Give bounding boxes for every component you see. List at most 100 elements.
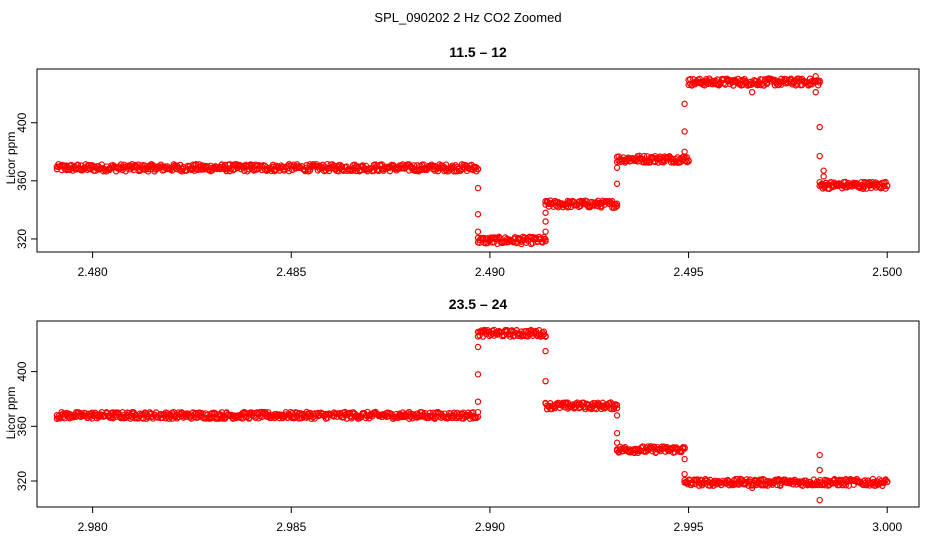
top-panel-data-point (613, 164, 621, 171)
top-panel-data-point (228, 165, 235, 172)
top-panel-data-point (681, 148, 688, 155)
bottom-panel-data-point (884, 478, 891, 485)
bottom-panel-y-axis-label: Licor ppm (4, 387, 18, 440)
top-panel-x-tick-label: 2.480 (78, 265, 108, 279)
top-panel-data-point (351, 164, 358, 172)
bottom-panel-data-points (53, 326, 891, 504)
bottom-panel-data-point (842, 482, 849, 489)
bottom-panel-data-point (613, 401, 621, 409)
bottom-panel-x-tick-label: 2.990 (475, 520, 505, 534)
top-panel-data-point (524, 237, 532, 244)
top-panel-data-point (474, 211, 482, 218)
top-panel-data-point (473, 164, 480, 171)
top-panel-data-point (685, 157, 692, 164)
figure-title: SPL_090202 2 Hz CO2 Zoomed (374, 10, 561, 25)
top-panel-data-point (763, 80, 771, 88)
bottom-panel-y-tick-label: 320 (15, 471, 29, 491)
top-panel-data-point (297, 164, 304, 171)
top-panel-data-point (351, 161, 358, 168)
top-panel-data-point (612, 204, 619, 211)
bottom-panel-x-ticks: 2.980 2.985 2.990 2.995 3.000 (78, 507, 903, 534)
bottom-panel-title: 23.5 – 24 (449, 296, 508, 312)
top-panel-data-point (474, 184, 482, 192)
top-panel-data-point (820, 167, 827, 174)
top-panel-data-point (452, 162, 459, 169)
top-panel-data-point (682, 157, 689, 165)
bottom-panel-data-point (613, 412, 621, 419)
bottom-panel-plot-frame (36, 320, 920, 508)
top-panel-data-point (386, 167, 394, 175)
top-panel-data-point (407, 163, 414, 170)
top-panel-data-point (285, 167, 293, 175)
bottom-panel-data-point (689, 479, 696, 487)
bottom-panel-data-point (474, 343, 482, 351)
top-panel-data-point (613, 180, 621, 187)
bottom-panel-data-point (816, 496, 823, 504)
top-panel-data-points (53, 73, 891, 248)
bottom-panel-y-tick-label: 400 (15, 361, 29, 381)
bottom-panel-data-point (613, 429, 621, 437)
top-panel-data-point (433, 166, 440, 173)
top-panel-data-point (726, 80, 734, 88)
top-panel-x-tick-label: 2.490 (475, 265, 505, 279)
bottom-panel-data-point (542, 347, 549, 355)
bottom-panel-data-point (613, 439, 621, 446)
top-panel-data-point (542, 228, 549, 235)
bottom-panel-data-point (681, 455, 688, 463)
top-panel-data-point (816, 152, 823, 160)
top-panel-y-axis-label: Licor ppm (4, 132, 18, 185)
top-panel-data-point (141, 166, 149, 173)
top-panel-data-point (542, 218, 549, 225)
top-panel-data-point (850, 181, 857, 188)
top-panel-data-point (542, 209, 549, 216)
bottom-panel-data-point (365, 412, 373, 419)
bottom-panel-x-tick-label: 2.985 (276, 520, 306, 534)
bottom-panel-data-point (165, 415, 173, 422)
top-panel-x-tick-label: 2.500 (872, 265, 902, 279)
bottom-panel-data-point (173, 415, 181, 422)
bottom-panel-data-point (542, 333, 549, 340)
top-panel-y-ticks: 320 360 400 (15, 112, 37, 249)
bottom-panel-data-point (369, 413, 376, 420)
bottom-panel-y-tick-label: 360 (15, 416, 29, 436)
top-panel-data-point (748, 89, 756, 96)
top-panel-y-tick-label: 320 (15, 229, 29, 249)
bottom-panel-data-point (697, 480, 704, 487)
top-panel-y-tick-label: 400 (15, 112, 29, 132)
bottom-panel-data-point (474, 398, 482, 405)
top-panel-data-point (774, 81, 782, 89)
top-panel-x-ticks: 2.480 2.485 2.490 2.495 2.500 (78, 252, 903, 279)
top-panel-data-point (805, 82, 812, 89)
bottom-panel-x-tick-label: 3.000 (872, 520, 902, 534)
top-panel-data-point (758, 76, 766, 83)
top-panel-title: 11.5 – 12 (449, 44, 507, 60)
top-panel-data-point (812, 73, 819, 80)
top-panel-data-point (542, 237, 549, 245)
bottom-panel-data-point (816, 466, 823, 474)
bottom-panel-data-point (474, 408, 482, 416)
bottom-panel-data-point (109, 415, 117, 422)
bottom-panel-data-point (681, 444, 688, 451)
bottom-panel-data-point (869, 475, 877, 483)
top-panel-data-point (434, 167, 442, 175)
top-panel-data-point (151, 168, 158, 175)
bottom-panel-data-point (474, 371, 482, 378)
top-panel-data-point (681, 100, 688, 108)
bottom-panel-data-point (221, 415, 229, 422)
top-panel-data-point (74, 161, 81, 169)
top-panel-data-point (884, 182, 891, 190)
top-panel-data-point (613, 202, 621, 210)
top-panel-data-point (474, 228, 482, 235)
bottom-panel-data-point (542, 377, 549, 385)
bottom-panel-y-ticks: 320 360 400 (15, 361, 37, 491)
bottom-panel: 23.5 – 24 Licor ppm 320 360 400 2.980 2.985… (4, 296, 920, 534)
top-panel-data-point (812, 89, 819, 96)
top-panel-data-point (816, 79, 823, 86)
bottom-panel-data-point (681, 470, 688, 478)
top-panel-data-point (681, 128, 688, 135)
top-panel-data-point (613, 200, 621, 207)
top-panel-x-tick-label: 2.495 (674, 265, 704, 279)
top-panel-y-tick-label: 360 (15, 171, 29, 191)
